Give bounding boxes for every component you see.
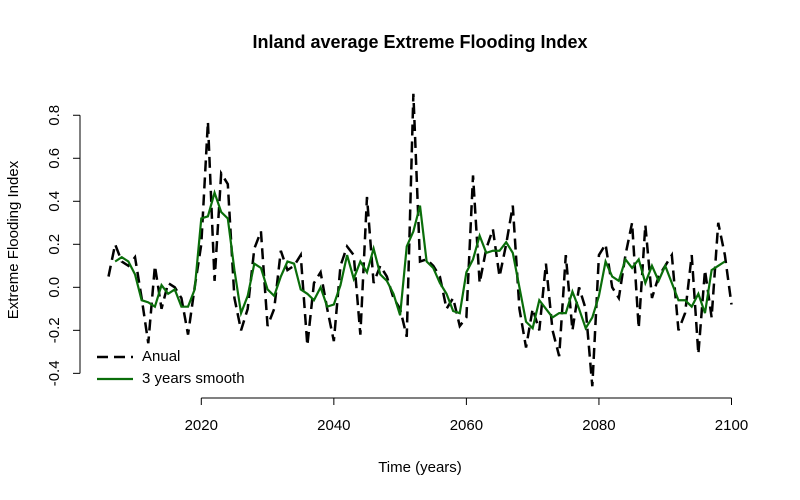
y-tick-label: 0.6 — [46, 148, 63, 169]
y-tick-label: 0.0 — [46, 277, 63, 298]
x-axis-title: Time (years) — [378, 459, 462, 476]
chart-title: Inland average Extreme Flooding Index — [252, 32, 587, 52]
x-tick-label: 2100 — [715, 417, 748, 434]
y-tick-label: -0.4 — [46, 360, 63, 386]
y-tick-label: 0.2 — [46, 234, 63, 255]
legend-label: 3 years smooth — [142, 370, 245, 387]
y-axis-title: Extreme Flooding Index — [5, 160, 22, 319]
y-tick-label: 0.8 — [46, 105, 63, 126]
x-tick-label: 2020 — [185, 417, 218, 434]
x-tick-label: 2080 — [582, 417, 615, 434]
series-line — [114, 188, 726, 331]
y-tick-label: 0.4 — [46, 191, 63, 212]
legend-label: Anual — [142, 348, 180, 365]
y-tick-label: -0.2 — [46, 317, 63, 343]
series-line — [107, 93, 733, 387]
x-tick-label: 2060 — [450, 417, 483, 434]
x-tick-label: 2040 — [317, 417, 350, 434]
